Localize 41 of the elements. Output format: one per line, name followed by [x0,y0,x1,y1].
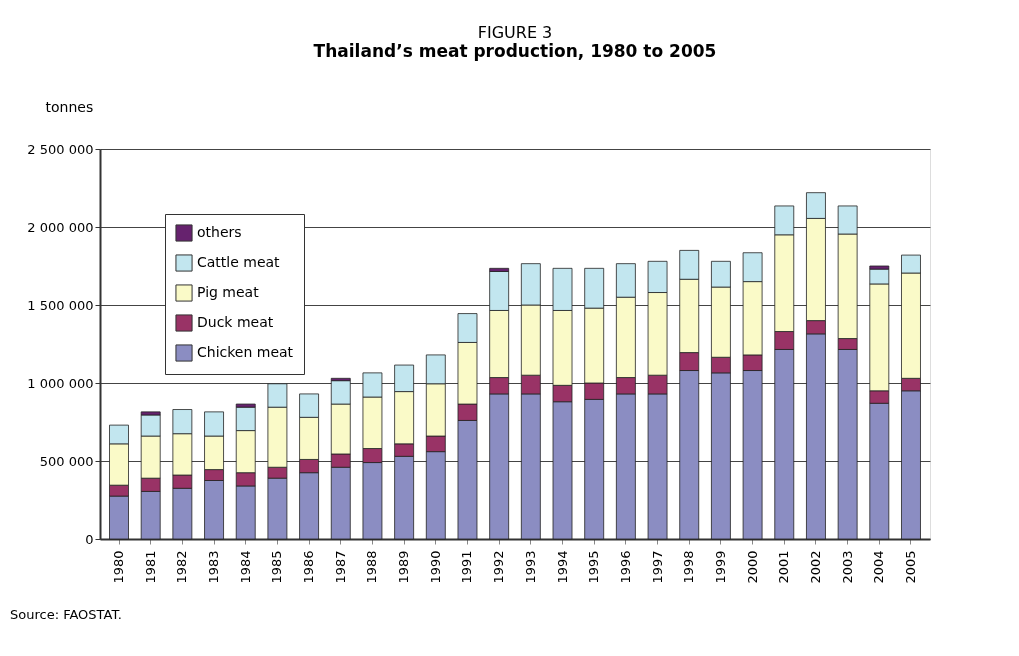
x-tick-label: 1980 [111,550,127,584]
x-tick-label: 1988 [364,550,380,584]
y-tick-label: 2 500 000 [27,141,94,157]
x-tick-label: 1995 [586,550,602,584]
chart-subtitle: Thailand’s meat production, 1980 to 2005 [313,41,717,61]
x-tick-label: 1984 [237,550,253,584]
x-tick-label: 1998 [681,550,697,584]
y-tick-label: 1 000 000 [27,375,94,391]
x-tick-label: 1999 [712,550,728,584]
x-tick-label: 2002 [807,550,823,584]
x-tick-label: 1993 [522,550,538,584]
y-tick-label: 500 000 [39,453,94,469]
x-tick-label: 1985 [269,550,285,584]
x-tick-label: 2000 [744,550,760,584]
x-tick-label: 1994 [554,550,570,584]
y-axis-title: tonnes [45,98,94,115]
x-tick-label: 1992 [491,550,507,584]
y-tick-label: 1 500 000 [27,297,94,313]
chart-title: FIGURE 3 [477,23,553,42]
x-tick-label: 2001 [776,550,792,584]
legend-label: Chicken meat [197,344,294,360]
source-note: Source: FAOSTAT. [10,607,122,622]
x-tick-label: 1987 [332,550,348,584]
x-tick-label: 1996 [617,550,633,584]
x-tick-label: 1981 [142,550,158,584]
x-tick-label: 1982 [174,550,190,584]
x-tick-label: 2004 [871,550,887,584]
y-tick-label: 2 000 000 [27,219,94,235]
legend-label: Cattle meat [197,254,281,270]
legend-label: Duck meat [197,314,274,330]
x-tick-label: 1990 [427,550,443,584]
y-tick-label: 0 [85,531,94,547]
x-tick-label: 2005 [902,550,918,584]
legend-label: Pig meat [197,284,260,300]
legend-label: others [197,224,242,240]
x-tick-label: 1997 [649,550,665,584]
x-tick-label: 1986 [301,550,317,584]
x-tick-label: 1989 [396,550,412,584]
x-tick-label: 2003 [839,550,855,584]
x-tick-label: 1991 [459,550,475,584]
x-tick-label: 1983 [206,550,222,584]
